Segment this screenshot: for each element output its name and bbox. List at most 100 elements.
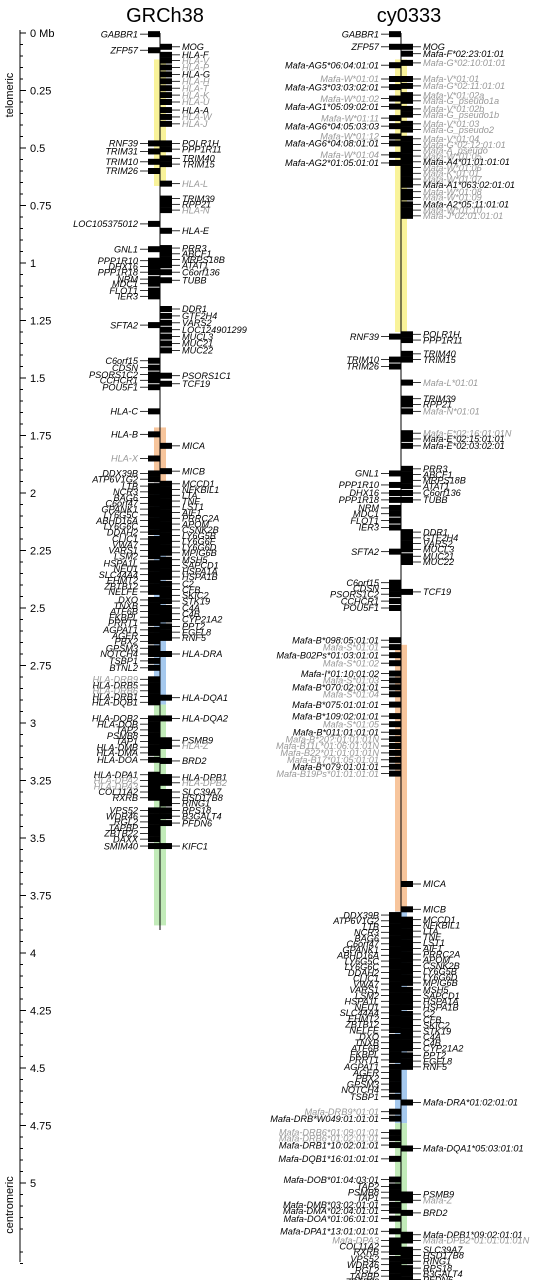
gene-label-atf6b: ATF6B	[350, 1044, 379, 1054]
gene-label-mafa-k-01-01: Mafa-K*01:01	[423, 169, 479, 179]
gene-label-trim15: TRIM15	[423, 355, 457, 365]
gene-label-mafa-dqa1-05-03-01-01: Mafa-DQA1*05:03:01:01	[423, 1144, 524, 1154]
gene-label-agpat1: AGPAT1	[343, 1062, 379, 1072]
gene-block	[401, 1209, 413, 1216]
gene-label-col11a2: COL11A2	[339, 1241, 379, 1251]
gene-label-hla-k: HLA-K	[182, 90, 210, 100]
gene-label-mafa-dra-01-02-01-01: Mafa-DRA*01:02:01:01	[423, 1098, 518, 1108]
gene-label-psmb9: PSMB9	[182, 735, 213, 745]
gene-block	[401, 1099, 413, 1106]
gene-block	[389, 1155, 401, 1162]
gene-label-mafa-v-01-03: Mafa-V*01:03	[423, 119, 480, 129]
gene-label-muc22: MUC22	[182, 346, 213, 356]
gene-label-mafa-a1-063-02-01-01: Mafa-A1*063:02:01:01	[423, 180, 515, 190]
gene-block	[160, 813, 172, 820]
gene-label-c6orf47: C6orf47	[105, 499, 139, 509]
gene-block	[389, 585, 401, 592]
gene-label-mafa-b-070-02-01-01: Mafa-B*070:02:01:01	[292, 683, 379, 693]
gene-block	[148, 632, 160, 639]
gene-block	[160, 580, 172, 587]
gene-label-mafa-l-01-01: Mafa-L*01:01	[423, 378, 478, 388]
gene-label-mafa-b-075-01-01-01: Mafa-B*075:01:01:01	[292, 700, 379, 710]
gene-block	[401, 490, 413, 496]
gene-block	[389, 1201, 401, 1208]
gene-label-mafa-b-20-01-01-01n: Mafa-B*20?:01:01:01N	[286, 734, 380, 744]
gene-label-rnf5: RNF5	[423, 1062, 448, 1072]
gene-label-vars2: VARS2	[423, 539, 453, 549]
gene-label-c6orf15: C6orf15	[346, 578, 380, 588]
gene-label-ltb: LTB	[122, 481, 138, 491]
gene-label-mafa-dma-02-04-01-01: Mafa-DMA*02:04:01:01	[283, 1206, 379, 1216]
gene-block	[401, 1191, 413, 1198]
gene-block	[389, 912, 401, 919]
gene-label-slc44a4: SLC44A4	[99, 570, 138, 580]
gene-label-gnl1: GNL1	[355, 469, 379, 479]
scale-ticks: 0 Mb 0.25 0.5 0.75 1 1.25 1.5 1.75 2 2.25 2.5 2.75 3…	[20, 28, 54, 1264]
gene-label-mdc1: MDC1	[353, 509, 379, 519]
gene-block	[401, 430, 413, 437]
gene-label-mafa-w-01-07: Mafa-W*01:07	[423, 174, 483, 184]
tick-label: 1.75	[30, 431, 51, 443]
gene-block	[389, 333, 401, 340]
gene-block	[389, 1115, 401, 1122]
gene-block	[148, 280, 160, 287]
gene-block	[160, 57, 172, 64]
gene-label-clic1: CLIC1	[112, 534, 138, 544]
gene-block	[148, 140, 160, 147]
gene-block	[160, 372, 172, 379]
gene-block	[148, 276, 160, 283]
gene-label-prrt1: PRRT1	[349, 1055, 379, 1065]
gene-block	[401, 956, 413, 963]
gene-label-mafa-ag6-04-08-01-01: Mafa-AG6*04:08:01:01	[285, 139, 379, 149]
gene-label-ncr3: NCR3	[354, 928, 380, 938]
gene-label-egfl8: EGFL8	[423, 1056, 453, 1066]
gene-label-mafa-v-01-02a: Mafa-V*01:02a	[423, 90, 484, 100]
gene-block	[389, 975, 401, 982]
gene-block	[401, 540, 413, 547]
gene-label-mafa-drb9-01-01: Mafa-DRB9*01:01	[304, 1107, 379, 1117]
gene-label-tnf: TNF	[423, 932, 442, 942]
gene-block	[148, 364, 160, 371]
tick-label: 0.5	[30, 143, 45, 155]
axis-top-label: telomeric	[4, 72, 16, 117]
gene-block	[160, 306, 172, 312]
gene-block	[401, 1010, 413, 1017]
gene-label-mafa-w-01-08: Mafa-W*01:08	[423, 187, 483, 197]
gene-label-ier3: IER3	[359, 523, 380, 533]
gene-label-brd2: BRD2	[182, 756, 207, 766]
gene-block	[160, 51, 172, 58]
gene-block	[389, 1278, 401, 1280]
gene-block	[160, 201, 172, 208]
title-cy0333: cy0333	[377, 5, 442, 27]
gene-label-loc105375012: LOC105375012	[73, 219, 138, 229]
gene-block	[389, 969, 401, 976]
gene-block	[389, 1207, 401, 1214]
gene-block	[401, 1016, 413, 1023]
tick-label: 1.5	[30, 373, 45, 385]
gene-label-mpig6b: MPIG6B	[182, 548, 217, 558]
gene-label-hla-n: HLA-N	[182, 205, 210, 215]
gene-label-hspa1l: HSPA1L	[103, 558, 138, 568]
tick-label: 0.25	[30, 86, 51, 98]
gene-label-apom: APOM	[422, 955, 450, 965]
gene-label-mafa-dpa1-13-01-01-01: Mafa-DPA1*13:01:01:01	[280, 1227, 379, 1237]
gene-label-mica: MICA	[182, 441, 205, 451]
gene-label-daxx: DAXX	[113, 834, 139, 844]
gene-label-micb: MICB	[182, 466, 205, 476]
gene-label-gabbr1: GABBR1	[101, 29, 138, 39]
gene-label-tsbp1: TSBP1	[350, 1092, 379, 1102]
gene-label-trim26: TRIM26	[346, 362, 380, 372]
gene-block	[401, 1033, 413, 1040]
gene-label-hla-dpa2: HLA-DPA2	[94, 776, 138, 786]
gene-label-muc21: MUC21	[423, 551, 454, 561]
gene-label-gtf2h4: GTF2H4	[423, 533, 458, 543]
gene-label-mafa-ag3-03-03-02-01: Mafa-AG3*03:03:02:01	[285, 82, 379, 92]
gene-block	[148, 488, 160, 495]
gene-label-col11a2: COL11A2	[98, 787, 138, 797]
gene-block	[148, 664, 160, 671]
gene-label-tapbp: TAPBP	[109, 823, 139, 833]
gene-label-mafa-b02ps-01-03-01-01: Mafa-B02Ps*01:03:01:01	[276, 650, 379, 660]
gene-block	[160, 743, 172, 749]
gene-label-mafa-drb6-01-09-01-01: Mafa-DRB6*01:09:01:01	[279, 1128, 379, 1138]
gene-label-cfb: CFB	[182, 585, 200, 595]
